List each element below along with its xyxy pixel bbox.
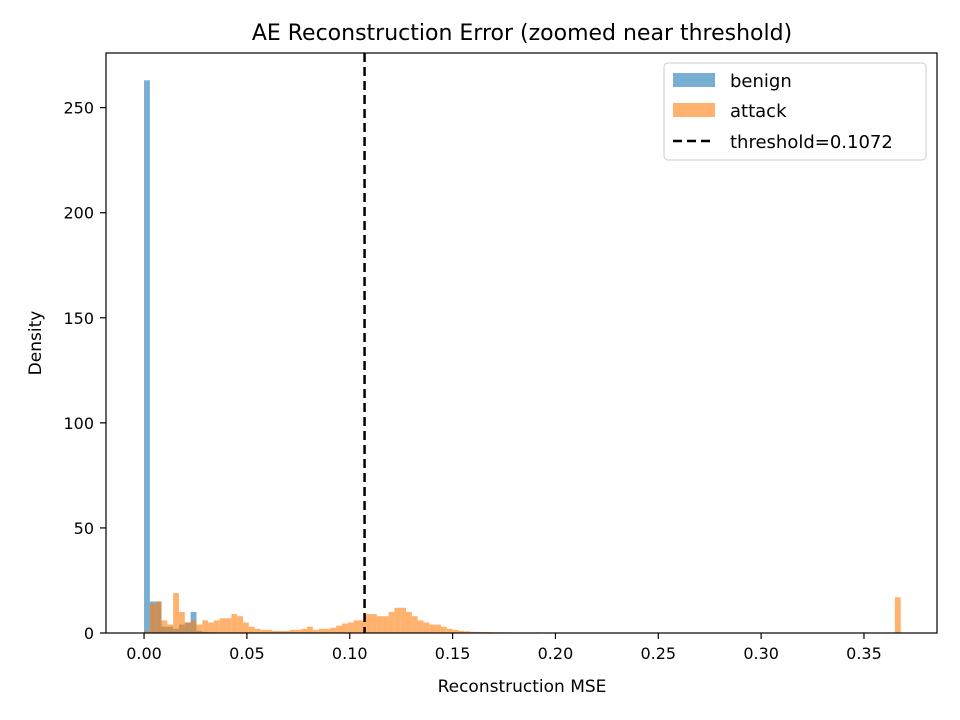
x-tick-label: 0.00 — [126, 644, 162, 663]
chart-title: AE Reconstruction Error (zoomed near thr… — [252, 21, 792, 46]
y-tick-label: 250 — [63, 99, 94, 118]
y-tick-label: 150 — [63, 309, 94, 328]
attack-bar — [219, 618, 226, 633]
attack-bar — [312, 629, 319, 633]
attack-bar — [243, 622, 249, 633]
attack-bar — [178, 611, 185, 633]
legend-label-benign: benign — [730, 71, 792, 92]
attack-bar — [376, 616, 383, 633]
y-axis-label: Density — [26, 311, 46, 376]
x-tick-label: 0.35 — [846, 644, 882, 663]
attack-bar — [184, 622, 191, 633]
attack-bar — [144, 630, 150, 633]
attack-bar — [429, 624, 436, 633]
series-attack — [144, 593, 901, 633]
attack-bar — [237, 616, 244, 633]
x-axis: 0.00 0.05 0.10 0.15 0.20 0.25 0.30 0.35 — [126, 633, 882, 663]
y-tick-label: 200 — [63, 204, 94, 223]
attack-bar — [254, 628, 261, 633]
attack-bar — [155, 601, 162, 633]
attack-bar — [470, 631, 476, 633]
attack-bar — [324, 628, 331, 633]
histogram-bars — [144, 80, 901, 633]
attack-bar — [894, 597, 901, 633]
attack-bar — [464, 631, 471, 633]
attack-bar — [359, 620, 366, 633]
x-tick-label: 0.20 — [538, 644, 574, 663]
x-tick-label: 0.25 — [640, 644, 676, 663]
y-tick-label: 100 — [63, 414, 94, 433]
attack-bar — [336, 625, 342, 633]
attack-bar — [231, 614, 238, 633]
attack-bar — [388, 611, 395, 633]
attack-bar — [283, 630, 290, 633]
attack-bar — [341, 623, 348, 633]
attack-bar — [295, 629, 302, 633]
legend-box — [663, 62, 927, 161]
attack-bar — [400, 607, 407, 633]
x-tick-label: 0.30 — [743, 644, 779, 663]
x-axis-label: Reconstruction MSE — [438, 677, 607, 697]
attack-bar — [318, 628, 325, 633]
attack-bar — [452, 629, 459, 633]
attack-bar — [190, 620, 197, 633]
attack-bar — [167, 624, 174, 633]
y-tick-label: 50 — [74, 519, 94, 538]
attack-bar — [417, 620, 424, 633]
attack-bar — [330, 627, 337, 633]
attack-bar — [423, 622, 430, 633]
plot-frame — [105, 52, 938, 634]
attack-bar — [458, 630, 465, 633]
legend-label-threshold: threshold=0.1072 — [730, 132, 893, 153]
y-tick-label: 0 — [84, 624, 94, 643]
x-tick-label: 0.05 — [229, 644, 265, 663]
attack-bar — [347, 622, 354, 633]
attack-bar — [248, 626, 255, 633]
benign-bar — [144, 80, 150, 633]
attack-bar — [365, 614, 372, 633]
attack-bar — [225, 618, 232, 633]
attack-bar — [161, 620, 168, 633]
x-tick-label: 0.15 — [435, 644, 471, 663]
legend-swatch-benign — [673, 73, 715, 87]
attack-bar — [411, 616, 418, 633]
attack-bar — [272, 630, 278, 633]
attack-bar — [277, 630, 284, 633]
attack-bar — [435, 624, 441, 633]
attack-bar — [440, 626, 447, 633]
attack-bar — [202, 620, 209, 633]
x-tick-label: 0.10 — [332, 644, 368, 663]
attack-bar — [266, 629, 273, 633]
legend: benign attack threshold=0.1072 — [663, 62, 927, 161]
attack-bar — [213, 620, 220, 633]
attack-bar — [260, 629, 267, 633]
y-axis: 0 50 100 150 200 250 — [63, 99, 106, 643]
attack-bar — [394, 607, 401, 633]
attack-bar — [289, 629, 296, 633]
attack-bar — [371, 614, 377, 633]
attack-bar — [208, 622, 214, 633]
attack-bar — [353, 620, 360, 633]
attack-bar — [307, 626, 313, 633]
attack-bar — [196, 624, 203, 633]
attack-bar — [446, 628, 453, 633]
attack-bar — [382, 616, 389, 633]
legend-swatch-attack — [673, 103, 715, 117]
attack-bar — [406, 611, 412, 633]
attack-bar — [301, 628, 308, 633]
legend-label-attack: attack — [730, 101, 787, 122]
attack-bar — [149, 603, 156, 633]
attack-bar — [173, 593, 179, 633]
